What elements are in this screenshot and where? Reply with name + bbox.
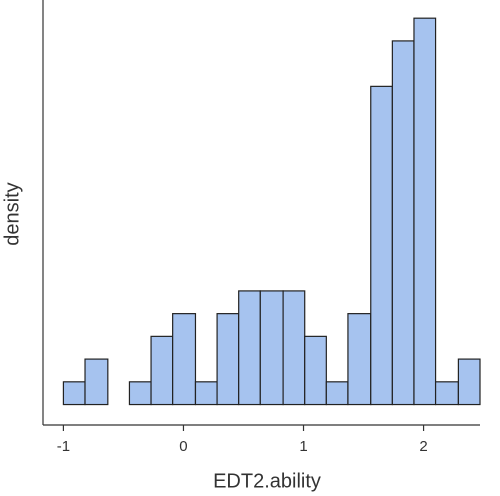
bar [84, 358, 109, 406]
bar [194, 381, 218, 406]
x-tick-label: 0 [179, 438, 187, 455]
bar [216, 313, 240, 406]
bar [413, 17, 437, 406]
bar [259, 290, 284, 406]
bar [304, 335, 327, 406]
y-axis-title: density [1, 182, 23, 245]
bar [434, 381, 459, 406]
x-axis-title: EDT2.ability [213, 470, 321, 492]
bar [150, 335, 174, 406]
bar [238, 290, 261, 406]
bar [62, 381, 86, 406]
bar [282, 290, 306, 406]
bar [325, 381, 349, 406]
bar [457, 358, 481, 406]
bar [347, 313, 372, 406]
bar [128, 381, 152, 406]
x-tick-label: -1 [57, 438, 70, 455]
bar [370, 85, 393, 406]
bar [391, 40, 415, 406]
bar [172, 313, 197, 406]
x-tick-label: 2 [419, 438, 427, 455]
x-tick-label: 1 [299, 438, 307, 455]
